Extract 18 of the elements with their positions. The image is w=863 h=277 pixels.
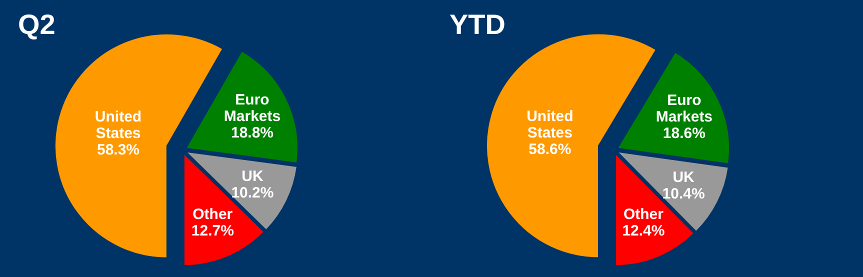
data-label: 10.2% [231, 184, 274, 202]
slice-label: Euro Markets [656, 92, 713, 126]
slice-label: Other [192, 206, 233, 223]
data-label: 18.8% [230, 124, 274, 142]
data-label: 12.7% [191, 222, 234, 240]
slice-label: UK [672, 168, 695, 186]
slice-label: Other [623, 206, 664, 224]
slice-label: UK [242, 168, 264, 186]
data-label: 58.3% [96, 142, 140, 159]
slice-label: United States [526, 108, 574, 142]
data-label: 10.4% [662, 185, 705, 202]
slice-label: United States [94, 108, 142, 142]
slice-label: Euro Markets [224, 91, 281, 125]
chart-title: YTD [450, 9, 506, 40]
data-label: 18.6% [662, 125, 706, 142]
data-label: 12.4% [622, 222, 665, 240]
data-label: 58.6% [528, 141, 572, 158]
chart-title: Q2 [18, 9, 56, 40]
